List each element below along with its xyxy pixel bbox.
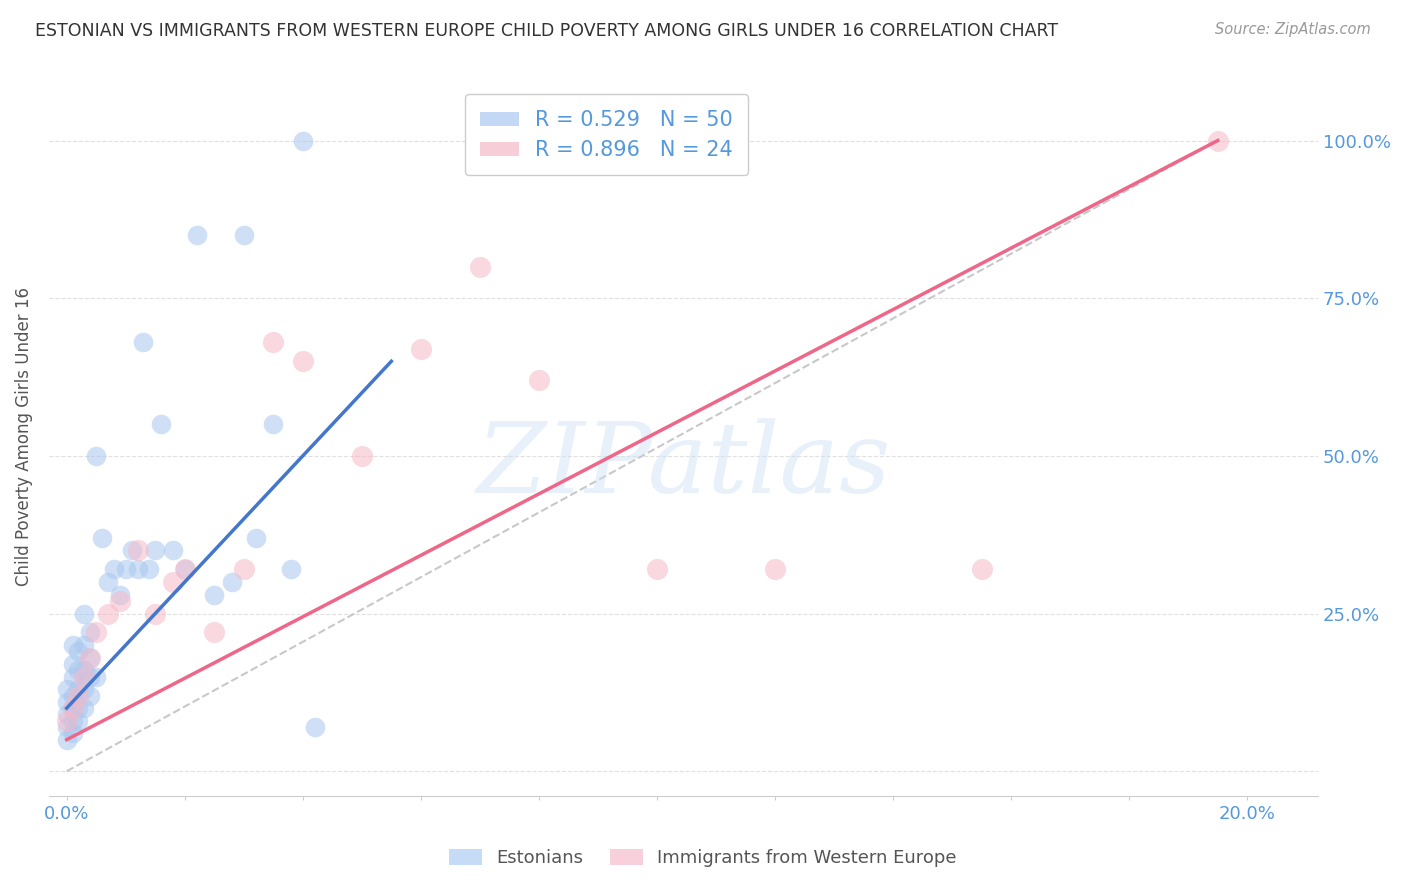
Point — [291, 134, 314, 148]
Point — [162, 574, 184, 589]
Point — [763, 562, 786, 576]
Point — [162, 543, 184, 558]
Point — [132, 335, 155, 350]
Point — [232, 562, 254, 576]
Point — [67, 663, 90, 677]
Point — [97, 607, 120, 621]
Point — [79, 650, 101, 665]
Point — [62, 714, 84, 728]
Point — [103, 562, 125, 576]
Point — [127, 562, 149, 576]
Point — [409, 342, 432, 356]
Point — [262, 417, 284, 432]
Point — [55, 732, 77, 747]
Point — [67, 701, 90, 715]
Point — [121, 543, 143, 558]
Point — [232, 228, 254, 243]
Point — [84, 625, 107, 640]
Point — [350, 449, 373, 463]
Point — [67, 682, 90, 697]
Point — [262, 335, 284, 350]
Point — [67, 689, 90, 703]
Point — [108, 594, 131, 608]
Point — [970, 562, 993, 576]
Legend: R = 0.529   N = 50, R = 0.896   N = 24: R = 0.529 N = 50, R = 0.896 N = 24 — [465, 95, 748, 175]
Legend: Estonians, Immigrants from Western Europe: Estonians, Immigrants from Western Europ… — [441, 841, 965, 874]
Point — [73, 682, 96, 697]
Point — [62, 726, 84, 740]
Point — [67, 714, 90, 728]
Point — [108, 588, 131, 602]
Point — [280, 562, 302, 576]
Point — [143, 607, 166, 621]
Point — [527, 373, 550, 387]
Point — [84, 670, 107, 684]
Point — [62, 657, 84, 671]
Point — [73, 701, 96, 715]
Text: Source: ZipAtlas.com: Source: ZipAtlas.com — [1215, 22, 1371, 37]
Point — [55, 707, 77, 722]
Point — [62, 701, 84, 715]
Point — [62, 670, 84, 684]
Point — [55, 695, 77, 709]
Point — [150, 417, 173, 432]
Point — [73, 663, 96, 677]
Point — [55, 720, 77, 734]
Point — [291, 354, 314, 368]
Point — [91, 531, 114, 545]
Point — [73, 638, 96, 652]
Point — [79, 625, 101, 640]
Point — [304, 720, 326, 734]
Point — [67, 644, 90, 658]
Point — [62, 638, 84, 652]
Point — [55, 682, 77, 697]
Point — [202, 625, 225, 640]
Point — [79, 670, 101, 684]
Point — [173, 562, 195, 576]
Point — [84, 449, 107, 463]
Point — [143, 543, 166, 558]
Point — [114, 562, 136, 576]
Point — [468, 260, 491, 274]
Point — [79, 650, 101, 665]
Point — [73, 670, 96, 684]
Point — [62, 689, 84, 703]
Point — [127, 543, 149, 558]
Point — [245, 531, 267, 545]
Point — [62, 701, 84, 715]
Point — [221, 574, 243, 589]
Point — [202, 588, 225, 602]
Y-axis label: Child Poverty Among Girls Under 16: Child Poverty Among Girls Under 16 — [15, 287, 32, 586]
Point — [645, 562, 668, 576]
Point — [79, 689, 101, 703]
Text: ZIPatlas: ZIPatlas — [477, 418, 891, 514]
Point — [173, 562, 195, 576]
Point — [55, 714, 77, 728]
Point — [97, 574, 120, 589]
Point — [1206, 134, 1229, 148]
Point — [138, 562, 160, 576]
Point — [186, 228, 208, 243]
Text: ESTONIAN VS IMMIGRANTS FROM WESTERN EUROPE CHILD POVERTY AMONG GIRLS UNDER 16 CO: ESTONIAN VS IMMIGRANTS FROM WESTERN EURO… — [35, 22, 1059, 40]
Point — [73, 607, 96, 621]
